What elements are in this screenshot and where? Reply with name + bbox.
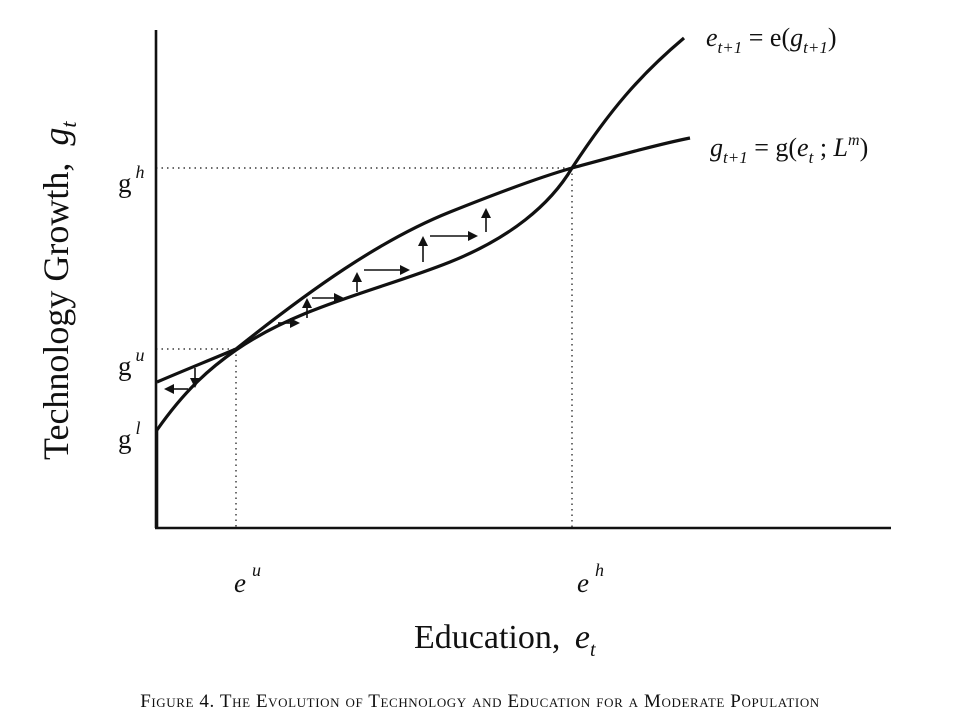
dynamics-arrows-upper: [278, 208, 491, 328]
figure-caption: Figure 4. The Evolution of Technology an…: [140, 691, 820, 712]
x-axis-title: Education, et: [414, 619, 596, 661]
dynamics-arrows-lower: [164, 368, 200, 394]
technology-curve-label: gt+1 = g(et ; Lm): [710, 132, 868, 167]
education-curve-label: et+1 = e(gt+1): [706, 23, 837, 57]
technology-curve: [156, 136, 691, 384]
education-curve: [155, 36, 686, 431]
y-axis-title: Technology Growth, gt: [36, 121, 81, 460]
